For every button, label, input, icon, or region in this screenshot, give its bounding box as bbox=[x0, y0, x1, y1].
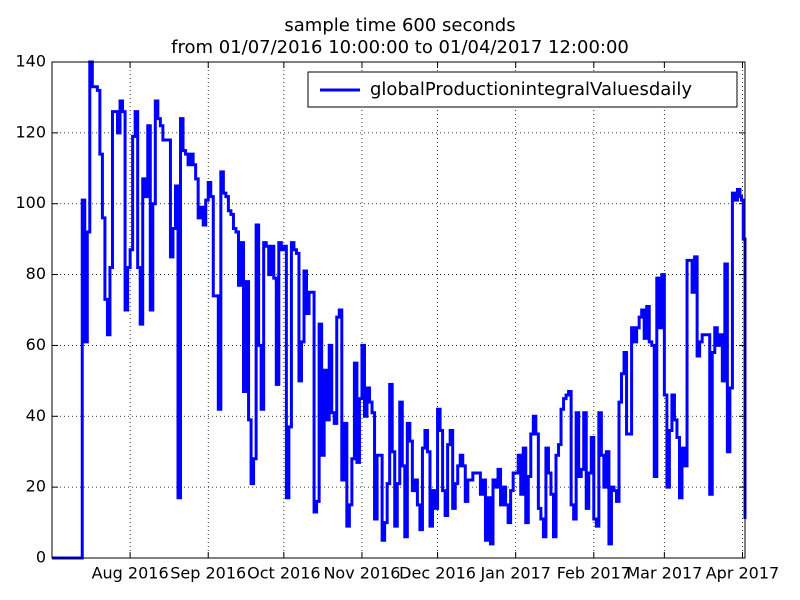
x-tick-label: Oct 2016 bbox=[247, 564, 320, 583]
y-tick-label: 40 bbox=[26, 406, 46, 425]
x-tick-label: Feb 2017 bbox=[557, 564, 631, 583]
x-tick-label: Aug 2016 bbox=[92, 564, 169, 583]
x-tick-label: Apr 2017 bbox=[706, 564, 779, 583]
y-tick-label: 140 bbox=[15, 52, 46, 71]
legend-box bbox=[307, 71, 738, 108]
x-tick-label: Jan 2017 bbox=[479, 564, 550, 583]
y-tick-label: 80 bbox=[26, 264, 46, 283]
y-tick-label: 100 bbox=[15, 193, 46, 212]
y-tick-label: 0 bbox=[36, 548, 46, 567]
legend-label: globalProductionintegralValuesdaily bbox=[370, 79, 692, 100]
x-tick-label: Nov 2016 bbox=[323, 564, 400, 583]
chart-title: sample time 600 seconds bbox=[284, 15, 515, 36]
x-tick-label: Mar 2017 bbox=[626, 564, 702, 583]
y-tick-label: 60 bbox=[26, 335, 46, 354]
plot-frame bbox=[51, 61, 746, 559]
data-line bbox=[52, 60, 747, 560]
x-tick-label: Sep 2016 bbox=[170, 564, 246, 583]
y-tick-label: 20 bbox=[26, 477, 46, 496]
x-tick-label: Dec 2016 bbox=[399, 564, 476, 583]
chart-subtitle: from 01/07/2016 10:00:00 to 01/04/2017 1… bbox=[171, 37, 629, 58]
y-tick-label: 120 bbox=[15, 122, 46, 141]
